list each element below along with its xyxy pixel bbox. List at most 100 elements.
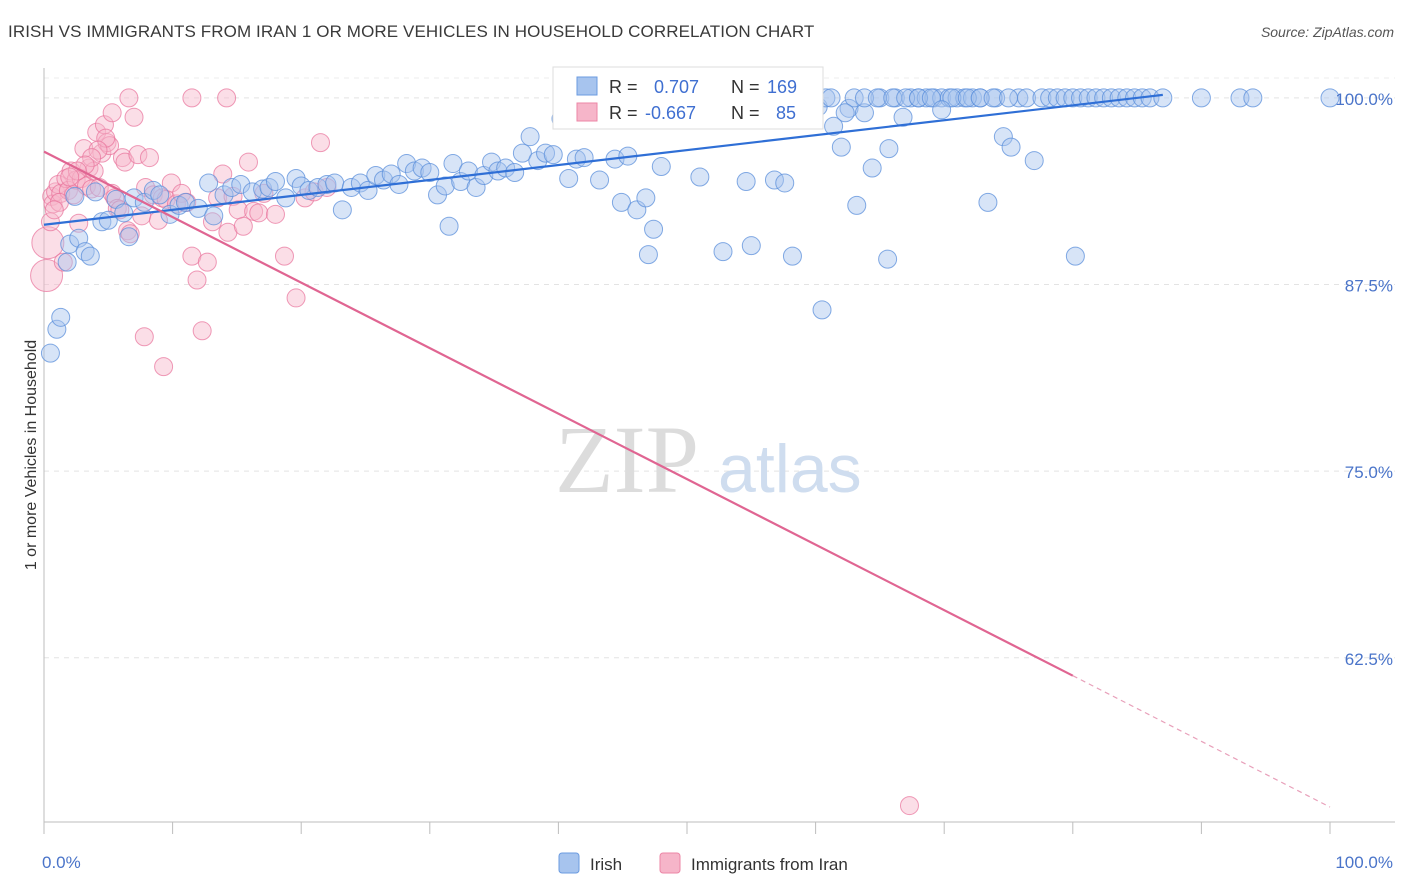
- irish-point: [57, 252, 77, 272]
- irish-point: [999, 88, 1018, 108]
- y-axis-label: 1 or more Vehicles in Household: [23, 340, 40, 570]
- irish-point: [993, 127, 1013, 147]
- irish-point: [1191, 88, 1211, 108]
- irish-point: [40, 343, 60, 363]
- irish-point: [1153, 88, 1173, 108]
- legend-n-value-iran: 85: [776, 103, 796, 123]
- irish-point: [420, 163, 440, 183]
- irish-point: [397, 154, 417, 174]
- irish-point: [520, 127, 540, 147]
- bottom-legend-label-irish: Irish: [590, 855, 622, 874]
- iran-point: [82, 148, 102, 168]
- iran-point: [217, 88, 237, 108]
- iran-point: [92, 143, 112, 163]
- trend-lines: [43, 93, 1331, 808]
- irish-point: [636, 188, 656, 208]
- irish-point: [80, 246, 100, 266]
- irish-point: [947, 88, 967, 108]
- iran-point: [197, 252, 217, 272]
- irish-point: [443, 154, 463, 174]
- y-tick-label: 100.0%: [1335, 90, 1393, 109]
- irish-point: [782, 246, 802, 266]
- irish-point: [713, 242, 733, 262]
- irish-point: [644, 219, 664, 239]
- irish-point: [1320, 88, 1340, 108]
- iran-point: [44, 200, 64, 220]
- iran-point: [274, 246, 294, 266]
- legend-box: R = 0.707 N = 169 R = -0.667 N = 85: [552, 66, 824, 130]
- x-tick-label: 100.0%: [1335, 853, 1393, 872]
- iran-point: [31, 226, 65, 260]
- iran-point: [899, 796, 919, 816]
- irish-point: [1040, 88, 1060, 108]
- legend-swatch-iran: [576, 102, 598, 122]
- x-tick-label: 0.0%: [42, 853, 81, 872]
- irish-point: [638, 245, 658, 265]
- y-tick-label: 62.5%: [1345, 650, 1393, 669]
- irish-point: [741, 236, 761, 256]
- irish-point: [85, 182, 105, 202]
- iran-point: [102, 103, 122, 123]
- legend-n-label: N =: [731, 103, 760, 123]
- iran-point: [202, 212, 222, 232]
- irish-point: [867, 88, 887, 108]
- iran-point: [286, 288, 306, 308]
- irish-point: [978, 192, 998, 212]
- irish-point: [332, 200, 352, 220]
- irish-point: [1065, 246, 1085, 266]
- iran-point: [265, 204, 285, 224]
- bottom-legend-swatch-irish: [558, 852, 580, 874]
- legend-r-value-irish: 0.707: [654, 77, 699, 97]
- iran-point: [182, 88, 202, 108]
- irish-point: [404, 161, 424, 181]
- irish-point: [1063, 88, 1083, 108]
- irish-point: [690, 167, 710, 187]
- axes: [43, 68, 1395, 834]
- iran-trend-extension: [1072, 675, 1331, 808]
- irish-point: [916, 88, 936, 108]
- irish-point: [736, 171, 756, 191]
- irish-point: [381, 164, 401, 184]
- irish-point: [199, 173, 219, 193]
- iran-point: [139, 148, 159, 168]
- irish-point: [119, 227, 139, 247]
- irish-point: [879, 139, 899, 159]
- irish-point: [505, 163, 525, 183]
- irish-point: [543, 145, 563, 165]
- series-irish-points: [40, 88, 1340, 363]
- irish-point: [435, 176, 455, 196]
- irish-point: [1024, 151, 1044, 171]
- irish-point: [439, 216, 459, 236]
- irish-point: [821, 88, 841, 108]
- iran-point: [69, 213, 89, 233]
- irish-point: [65, 186, 85, 206]
- iran-point: [128, 145, 148, 165]
- irish-point: [265, 171, 285, 191]
- irish-point: [962, 88, 982, 108]
- iran-point: [124, 107, 144, 127]
- irish-point: [844, 88, 864, 108]
- irish-point: [466, 177, 486, 197]
- irish-point: [317, 174, 337, 194]
- iran-point: [88, 140, 108, 160]
- irish-point: [114, 203, 134, 223]
- iran-point: [310, 133, 330, 153]
- irish-point: [847, 195, 867, 215]
- irish-point: [835, 103, 855, 123]
- irish-point: [536, 143, 556, 163]
- iran-point: [187, 270, 207, 290]
- bottom-legend-swatch-iran: [659, 852, 681, 874]
- irish-point: [983, 88, 1003, 108]
- y-tick-label: 75.0%: [1345, 463, 1393, 482]
- irish-point: [862, 158, 882, 178]
- iran-point: [43, 194, 63, 214]
- iran-point: [96, 128, 116, 148]
- watermark-atlas: atlas: [718, 431, 862, 507]
- irish-trend-line: [43, 93, 1163, 226]
- bottom-legend: Irish Immigrants from Iran: [558, 852, 848, 874]
- irish-point: [512, 143, 532, 163]
- iran-point: [192, 321, 212, 341]
- irish-point: [1009, 88, 1029, 108]
- irish-point: [651, 157, 671, 177]
- bottom-legend-label-iran: Immigrants from Iran: [691, 855, 848, 874]
